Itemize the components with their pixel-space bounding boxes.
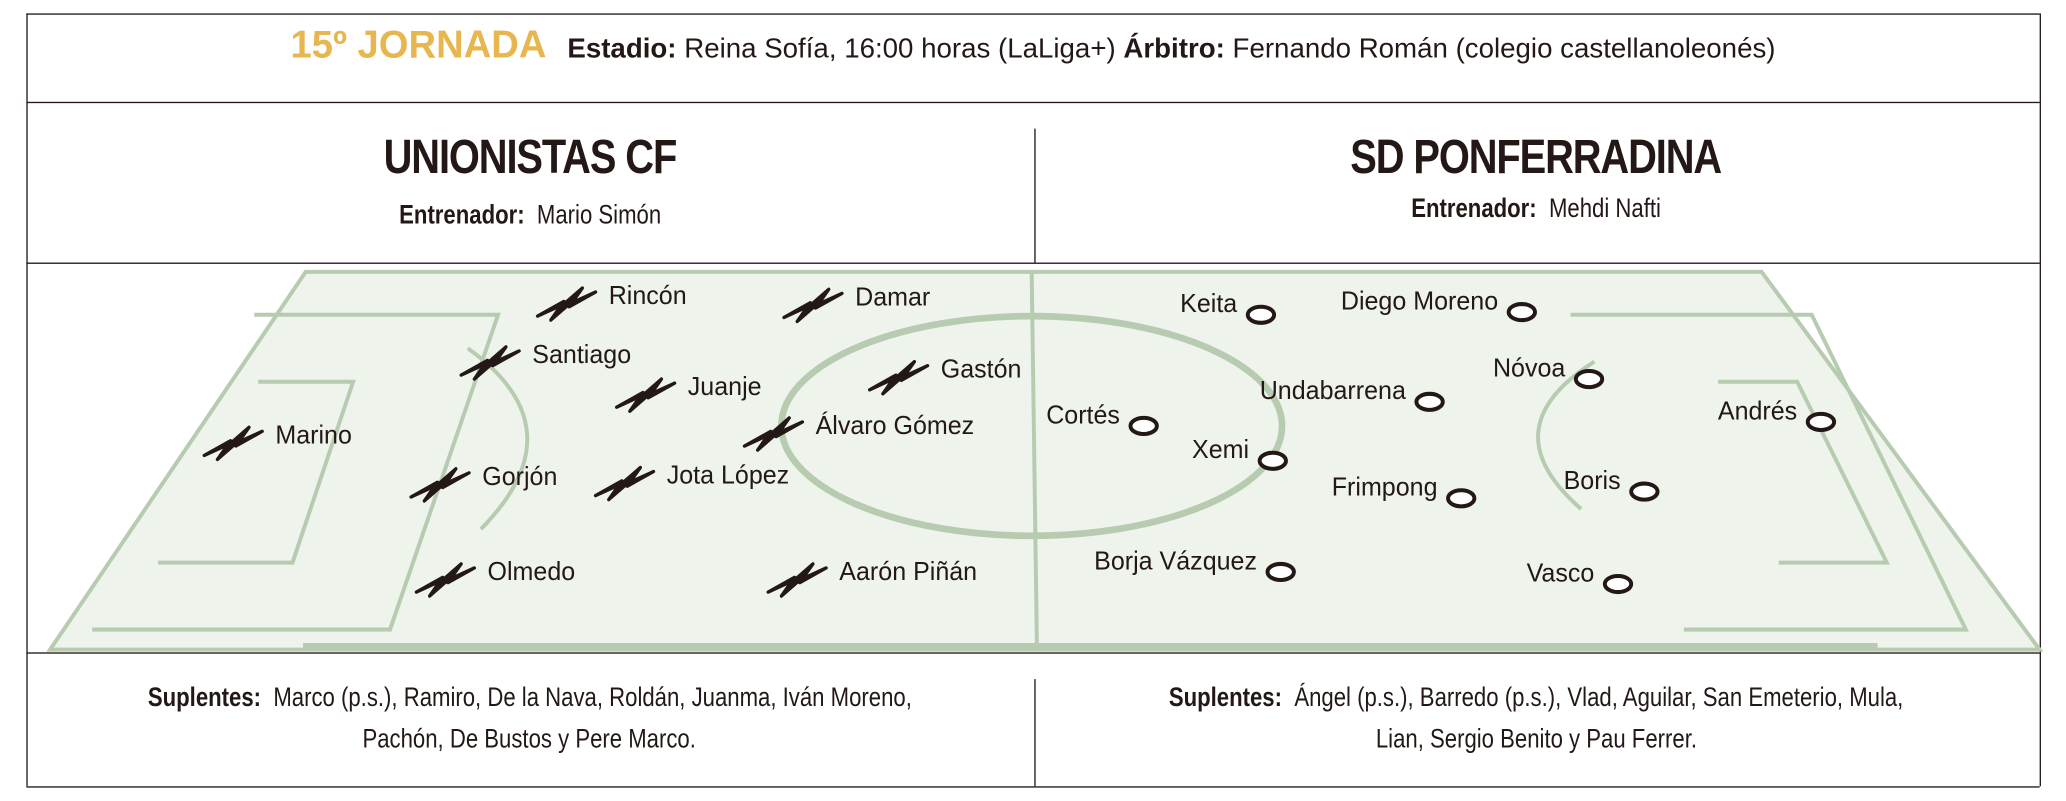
- divider: [1034, 128, 1036, 263]
- cross-marker-icon: [459, 345, 521, 381]
- cross-marker-icon: [766, 562, 828, 598]
- away-team-name: SD PONFERRADINA: [1350, 128, 1723, 184]
- away-player-name: Vasco: [1526, 559, 1595, 589]
- ring-marker-icon: [1629, 481, 1660, 502]
- ring-marker-icon: [1128, 415, 1159, 437]
- ring-marker-icon: [1805, 411, 1837, 432]
- away-player-name: Undabarrena: [1259, 377, 1406, 406]
- divider: [1034, 679, 1036, 787]
- referee-label: Árbitro:: [1123, 33, 1225, 65]
- cross-marker-icon: [409, 467, 471, 503]
- divider: [26, 786, 2040, 788]
- away-player-name: Frimpong: [1331, 474, 1438, 503]
- ring-marker-icon: [1245, 304, 1277, 325]
- away-player-name: Diego Moreno: [1340, 287, 1499, 317]
- round-title: 15º JORNADA: [290, 24, 547, 67]
- home-player-name: Álvaro Gómez: [815, 412, 975, 441]
- away-substitutes: Suplentes: Ángel (p.s.), Barredo (p.s.),…: [1169, 683, 1904, 755]
- cross-marker-icon: [867, 359, 930, 396]
- away-player-name: Xemi: [1192, 436, 1250, 465]
- stadium-value: Reina Sofía, 16:00 horas (LaLiga+): [684, 33, 1116, 65]
- divider: [26, 262, 2040, 264]
- home-player-name: Santiago: [532, 341, 632, 370]
- home-team-name: UNIONISTAS CF: [383, 128, 677, 184]
- cross-marker-icon: [742, 416, 805, 452]
- home-player-name: Juanje: [687, 373, 762, 402]
- home-player-name: Rincón: [608, 282, 687, 311]
- ring-marker-icon: [1414, 391, 1445, 412]
- divider: [26, 652, 2040, 654]
- divider: [2039, 13, 2041, 787]
- ring-marker-icon: [1602, 573, 1634, 595]
- away-player-name: Nóvoa: [1492, 354, 1566, 384]
- cross-marker-icon: [535, 286, 598, 322]
- divider: [26, 101, 2040, 104]
- stadium-label: Estadio:: [567, 33, 677, 65]
- home-player-name: Gorjón: [482, 463, 558, 492]
- home-player-name: Gastón: [940, 356, 1022, 385]
- cross-marker-icon: [593, 465, 656, 502]
- away-player-name: Andrés: [1717, 397, 1798, 426]
- referee-value: Fernando Román (colegio castellanoleonés…: [1232, 33, 1776, 65]
- match-header: 15º JORNADA Estadio: Reina Sofía, 16:00 …: [26, 24, 2039, 68]
- home-player-name: Damar: [855, 283, 931, 313]
- cross-marker-icon: [614, 377, 677, 413]
- home-player-name: Jota López: [666, 462, 790, 491]
- divider: [26, 13, 2040, 15]
- cross-marker-icon: [414, 562, 476, 598]
- home-coach: Entrenador: Mario Simón: [398, 200, 661, 231]
- away-player-name: Keita: [1180, 290, 1238, 319]
- home-player-name: Aarón Piñán: [839, 558, 978, 587]
- home-player-name: Olmedo: [487, 558, 576, 587]
- home-player-name: Marino: [275, 421, 352, 451]
- ring-marker-icon: [1506, 302, 1537, 323]
- away-player-name: Boris: [1563, 467, 1621, 496]
- divider: [26, 13, 28, 787]
- away-player-name: Cortés: [1046, 401, 1120, 430]
- cross-marker-icon: [202, 425, 264, 462]
- cross-marker-icon: [782, 287, 844, 324]
- ring-marker-icon: [1257, 450, 1288, 471]
- ring-marker-icon: [1446, 488, 1477, 509]
- ring-marker-icon: [1573, 369, 1605, 390]
- away-player-name: Borja Vázquez: [1094, 547, 1257, 576]
- away-coach: Entrenador: Mehdi Nafti: [1411, 194, 1662, 224]
- home-substitutes: Suplentes: Marco (p.s.), Ramiro, De la N…: [147, 683, 912, 755]
- ring-marker-icon: [1265, 561, 1296, 583]
